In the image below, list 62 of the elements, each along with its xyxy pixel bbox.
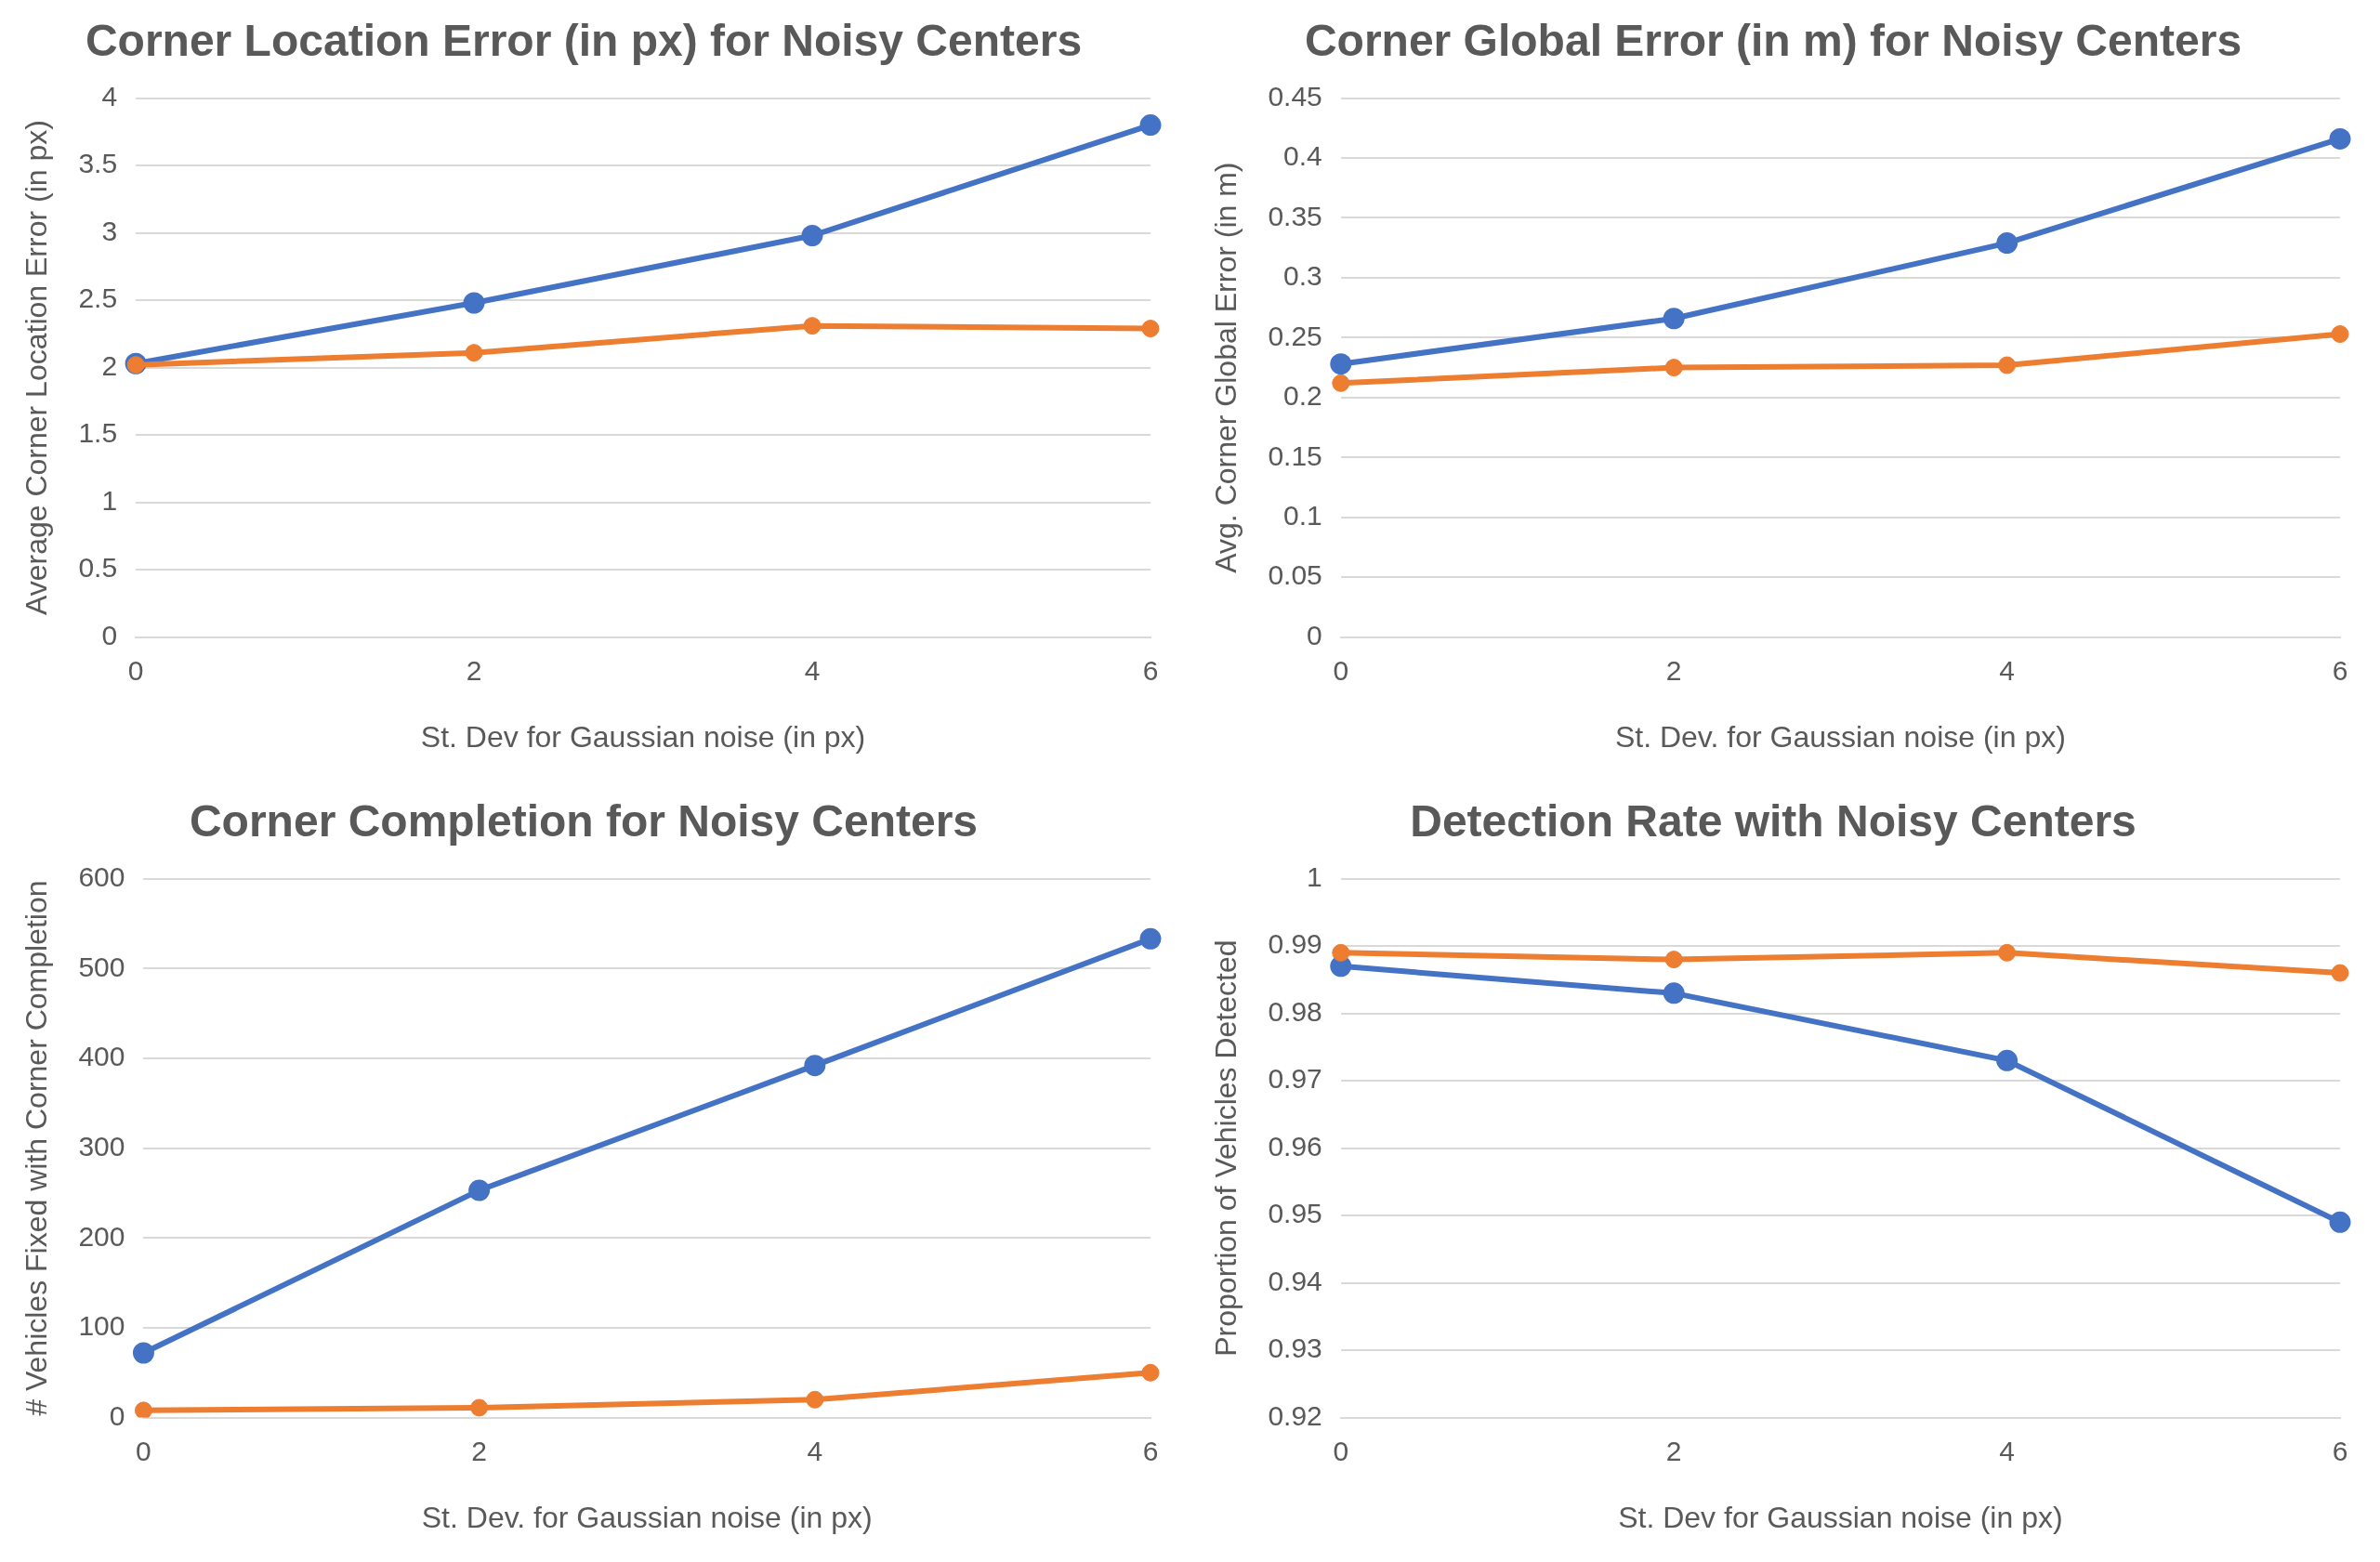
y-tick-label: 0.1 bbox=[1283, 499, 1322, 531]
y-tick-label: 500 bbox=[78, 951, 125, 982]
x-axis-title: St. Dev. for Gaussian noise (in px) bbox=[1614, 719, 2066, 754]
y-tick-label: 0.25 bbox=[1268, 320, 1322, 351]
x-tick-label: 2 bbox=[1665, 1435, 1682, 1466]
chart-title: Corner Location Error (in px) for Noisy Centers bbox=[85, 16, 1083, 66]
y-tick-label: 0.05 bbox=[1268, 559, 1322, 591]
x-tick-label: 2 bbox=[466, 654, 482, 686]
y-tick-label: 0.99 bbox=[1268, 928, 1322, 960]
y-tick-label: 0.95 bbox=[1268, 1198, 1322, 1229]
x-tick-label: 4 bbox=[1999, 1435, 2015, 1466]
y-axis-title: Proportion of Vehicles Detected bbox=[1209, 939, 1243, 1357]
y-tick-label: 0.15 bbox=[1268, 440, 1322, 471]
y-tick-label: 0.96 bbox=[1268, 1130, 1322, 1162]
y-tick-label: 2 bbox=[101, 349, 118, 381]
y-tick-label: 3 bbox=[101, 215, 118, 246]
y-tick-label: 0.98 bbox=[1268, 995, 1322, 1027]
y-tick-label: 0.92 bbox=[1268, 1399, 1322, 1431]
y-tick-label: 0.2 bbox=[1283, 380, 1322, 412]
x-tick-label: 2 bbox=[1665, 654, 1682, 686]
x-tick-label: 6 bbox=[2332, 654, 2348, 686]
y-tick-label: 2.5 bbox=[78, 282, 118, 314]
chart-title: Corner Global Error (in m) for Noisy Centers bbox=[1304, 16, 2242, 66]
x-tick-label: 6 bbox=[1142, 1435, 1159, 1466]
chart-title: Corner Completion for Noisy Centers bbox=[189, 796, 979, 847]
x-tick-label: 2 bbox=[471, 1435, 487, 1466]
y-axis-title: Average Corner Location Error (in px) bbox=[20, 120, 54, 616]
y-tick-label: 200 bbox=[78, 1220, 125, 1252]
x-tick-label: 0 bbox=[1333, 1435, 1349, 1466]
y-tick-label: 300 bbox=[78, 1130, 125, 1162]
y-tick-label: 100 bbox=[78, 1310, 125, 1342]
y-tick-label: 0 bbox=[1307, 619, 1322, 650]
y-tick-label: 4 bbox=[101, 80, 118, 112]
y-axis-title: # Vehicles Fixed with Corner Completion bbox=[20, 880, 54, 1416]
y-tick-label: 600 bbox=[78, 860, 125, 892]
y-tick-label: 0.3 bbox=[1283, 260, 1322, 292]
y-tick-label: 1 bbox=[1307, 860, 1322, 892]
x-axis-title: St. Dev for Gaussian noise (in px) bbox=[420, 719, 866, 754]
y-tick-label: 400 bbox=[78, 1041, 125, 1072]
x-tick-label: 6 bbox=[1142, 654, 1159, 686]
y-tick-label: 0.5 bbox=[78, 552, 118, 584]
y-axis-title: Avg. Corner Global Error (in m) bbox=[1209, 162, 1243, 573]
x-axis-title: St. Dev for Gaussian noise (in px) bbox=[1618, 1500, 2063, 1534]
x-tick-label: 0 bbox=[136, 1435, 151, 1466]
x-tick-label: 4 bbox=[1999, 654, 2015, 686]
x-axis-title: St. Dev. for Gaussian noise (in px) bbox=[421, 1500, 873, 1534]
y-tick-label: 3.5 bbox=[78, 148, 118, 179]
y-tick-label: 0.45 bbox=[1268, 80, 1322, 112]
y-tick-label: 1 bbox=[101, 484, 118, 516]
y-tick-label: 1.5 bbox=[78, 417, 118, 449]
x-tick-label: 0 bbox=[1333, 654, 1349, 686]
y-tick-label: 0 bbox=[109, 1399, 125, 1431]
x-tick-label: 6 bbox=[2332, 1435, 2348, 1466]
y-tick-label: 0.94 bbox=[1268, 1265, 1322, 1296]
x-tick-label: 4 bbox=[804, 654, 821, 686]
x-tick-label: 4 bbox=[807, 1435, 823, 1466]
y-tick-label: 0.35 bbox=[1268, 200, 1322, 231]
chart-title: Detection Rate with Noisy Centers bbox=[1410, 796, 2137, 847]
y-tick-label: 0 bbox=[101, 619, 118, 650]
y-tick-label: 0.93 bbox=[1268, 1332, 1322, 1364]
y-tick-label: 0.97 bbox=[1268, 1063, 1322, 1095]
y-tick-label: 0.4 bbox=[1283, 140, 1322, 172]
